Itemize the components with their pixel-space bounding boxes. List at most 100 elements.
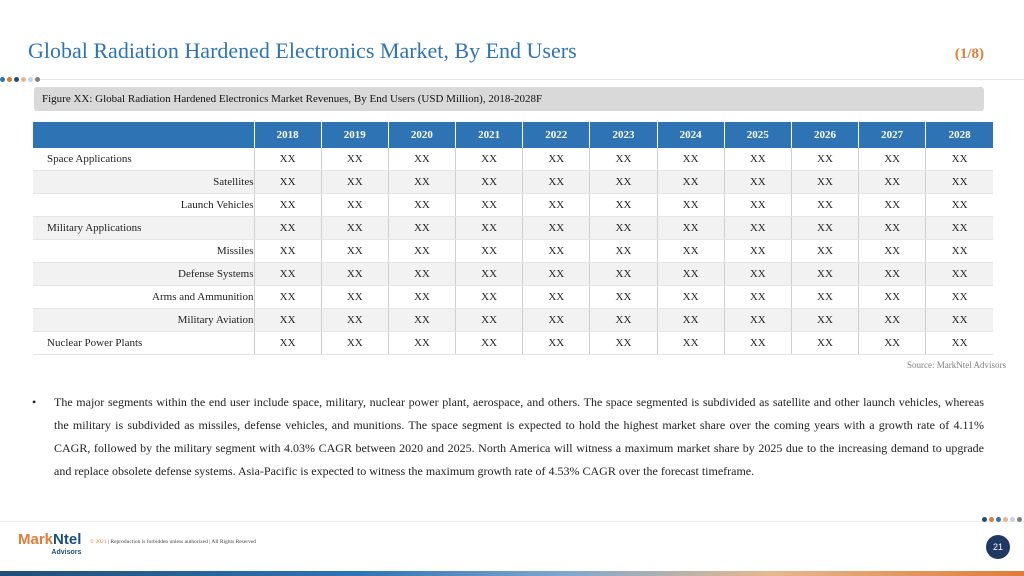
value-cell: XX [254,216,322,240]
table-row: Military Applications XX XX XX XX XX XX XX XX XX X… [33,216,993,240]
value-cell: XX [858,193,927,217]
value-cell: XX [321,193,389,217]
value-cell: XX [589,239,658,263]
figure-caption: Figure XX: Global Radiation Hardened Ele… [34,87,984,111]
header-cell-year: 2025 [724,122,792,148]
copyright-note: © 2021 | Reproduction is forbidden unles… [90,539,256,545]
header-cell-year: 2022 [522,122,591,148]
value-cell: XX [522,239,591,263]
header-cell-year: 2027 [858,122,927,148]
copyright-text: | Reproduction is forbidden unless autho… [106,539,257,545]
value-cell: XX [254,193,322,217]
value-cell: XX [925,308,993,332]
value-cell: XX [254,308,322,332]
value-cell: XX [657,239,725,263]
footer-divider [0,521,1024,522]
bullet-paragraph: • The major segments within the end user… [32,391,984,483]
value-cell: XX [455,193,524,217]
value-cell: XX [925,285,993,309]
header-cell-year: 2028 [925,122,993,148]
bullet-text: The major segments within the end user i… [54,395,984,478]
header-cell-label [33,122,255,148]
header-cell-year: 2026 [791,122,860,148]
value-cell: XX [657,285,725,309]
page-title: Global Radiation Hardened Electronics Ma… [28,38,577,63]
value-cell: XX [455,148,524,171]
value-cell: XX [925,193,993,217]
value-cell: XX [522,148,591,171]
segment-label: Military Applications [33,216,255,240]
value-cell: XX [388,193,457,217]
segment-label: Space Applications [33,148,255,171]
value-cell: XX [724,170,792,194]
value-cell: XX [858,262,927,286]
value-cell: XX [791,216,860,240]
value-cell: XX [925,262,993,286]
header-cell-year: 2023 [589,122,658,148]
value-cell: XX [657,308,725,332]
value-cell: XX [455,170,524,194]
value-cell: XX [321,170,389,194]
value-cell: XX [589,216,658,240]
decorative-dot [28,77,33,82]
page-indicator: (1/8) [954,46,984,62]
value-cell: XX [321,148,389,171]
value-cell: XX [388,170,457,194]
value-cell: XX [858,239,927,263]
value-cell: XX [657,331,725,355]
subsegment-label: Defense Systems [33,262,255,286]
value-cell: XX [657,216,725,240]
table-row: Satellites XX XX XX XX XX XX XX XX XX XX XX [33,170,993,194]
copyright-year: © 2021 [90,539,107,545]
value-cell: XX [522,193,591,217]
subsegment-label: Launch Vehicles [33,193,255,217]
value-cell: XX [388,148,457,171]
value-cell: XX [925,216,993,240]
value-cell: XX [522,262,591,286]
value-cell: XX [724,239,792,263]
value-cell: XX [791,170,860,194]
value-cell: XX [724,262,792,286]
value-cell: XX [791,308,860,332]
value-cell: XX [254,148,322,171]
subsegment-label: Satellites [33,170,255,194]
value-cell: XX [858,170,927,194]
value-cell: XX [724,148,792,171]
revenue-table: 2018 2019 2020 2021 2022 2023 2024 2025 2026 2027… [33,122,993,355]
logo-mark-text: Mark [18,531,54,548]
value-cell: XX [455,285,524,309]
value-cell: XX [858,148,927,171]
decorative-dot [989,517,994,522]
header-cell-year: 2018 [254,122,322,148]
header-cell-year: 2019 [321,122,389,148]
value-cell: XX [858,216,927,240]
decorative-dot [996,517,1001,522]
value-cell: XX [455,308,524,332]
value-cell: XX [388,285,457,309]
markntel-logo: MarkNtel Advisors [18,532,81,557]
value-cell: XX [321,262,389,286]
value-cell: XX [791,148,860,171]
bullet-marker: • [32,395,37,409]
decorative-dot [1003,517,1008,522]
value-cell: XX [925,148,993,171]
value-cell: XX [589,148,658,171]
value-cell: XX [455,262,524,286]
value-cell: XX [589,193,658,217]
value-cell: XX [791,331,860,355]
value-cell: XX [724,285,792,309]
value-cell: XX [791,193,860,217]
value-cell: XX [858,285,927,309]
decorative-dot [35,77,40,82]
table-row: Missiles XX XX XX XX XX XX XX XX XX XX XX [33,239,993,263]
value-cell: XX [858,331,927,355]
value-cell: XX [455,216,524,240]
value-cell: XX [522,331,591,355]
value-cell: XX [724,331,792,355]
value-cell: XX [321,331,389,355]
value-cell: XX [791,262,860,286]
source-note: Source: MarkNtel Advisors [907,360,1006,370]
table-row: Arms and Ammunition XX XX XX XX XX XX XX XX XX XX X… [33,285,993,309]
value-cell: XX [589,285,658,309]
value-cell: XX [321,216,389,240]
